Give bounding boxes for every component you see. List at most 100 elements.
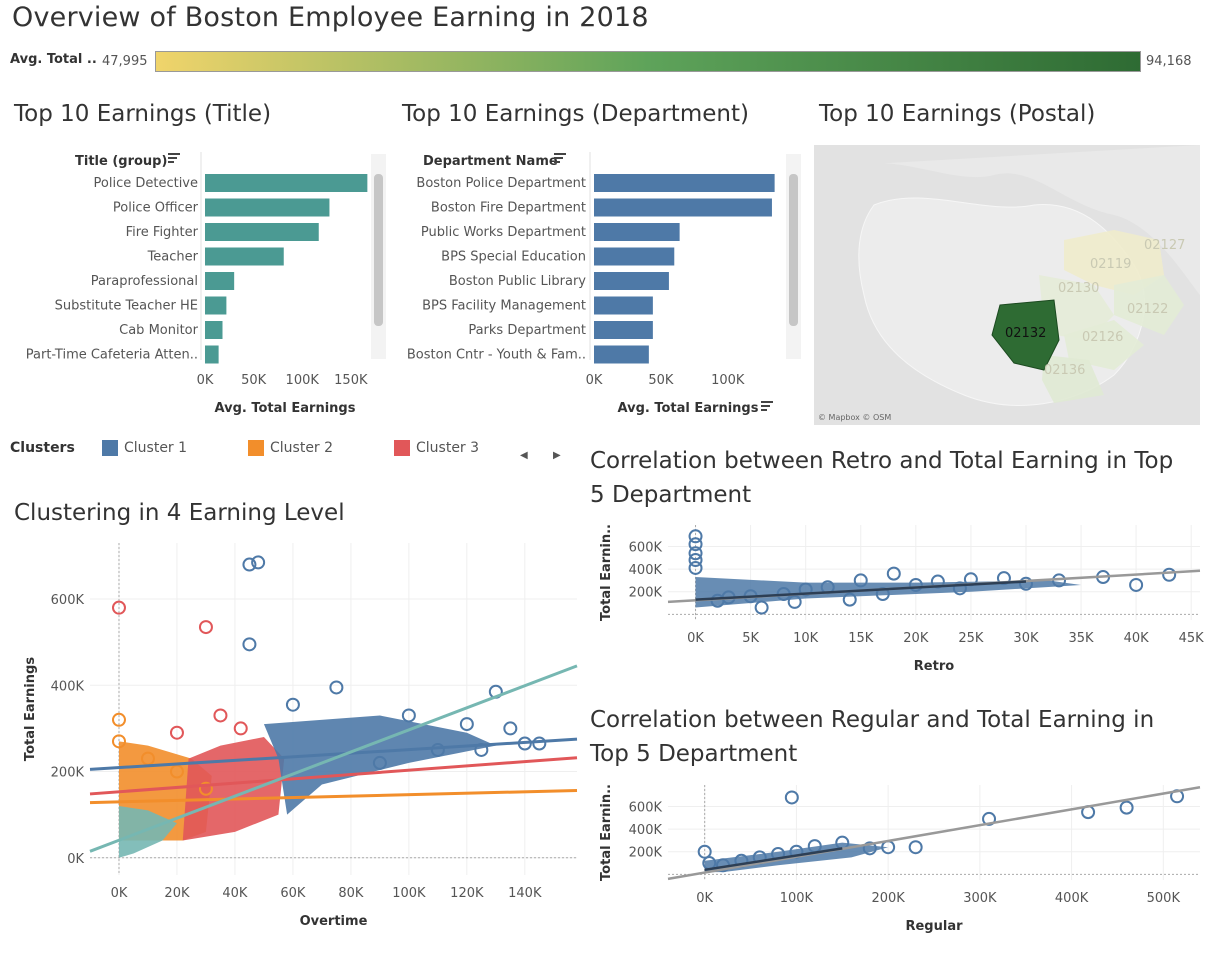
postal-label: 02136 <box>1044 363 1085 378</box>
bar-category-label: Boston Public Library <box>449 274 586 289</box>
bar-category-label: Parks Department <box>468 323 586 338</box>
x-tick-label: 40K <box>222 886 248 901</box>
legend-prev-button[interactable]: ◀ <box>520 450 528 461</box>
bar-category-label: Part-Time Cafeteria Atten.. <box>26 348 198 363</box>
map-postal-02130 <box>1039 275 1114 340</box>
x-tick-label: 100K <box>780 891 814 906</box>
data-point <box>233 721 248 736</box>
bar <box>205 174 368 192</box>
data-point <box>688 560 703 575</box>
trend-line <box>89 737 578 771</box>
cluster-2-label: Cluster 2 <box>270 440 334 456</box>
data-point <box>798 582 813 597</box>
y-tick-label: 200K <box>629 846 663 861</box>
data-point <box>111 712 126 727</box>
data-point <box>1162 567 1177 582</box>
data-point <box>198 781 213 796</box>
data-point <box>688 546 703 561</box>
map-postal-02122 <box>1114 275 1184 335</box>
data-point <box>242 637 257 652</box>
regular-chart-heading: Correlation between Regular and Total Ea… <box>590 707 1155 767</box>
data-point <box>242 557 257 572</box>
legend-next-button[interactable]: ▶ <box>553 450 561 461</box>
trend-line-dark <box>695 580 1027 601</box>
data-point <box>372 755 387 770</box>
data-point <box>169 725 184 740</box>
bar-category-label: Cab Monitor <box>119 323 198 338</box>
data-point <box>329 680 344 695</box>
bar-chart-header: Title (group) <box>75 154 167 169</box>
color-legend-label: Avg. Total .. <box>10 52 97 67</box>
x-tick-label: 5K <box>742 631 759 646</box>
data-point <box>952 581 967 596</box>
bar <box>205 345 219 364</box>
map-postal-02132[interactable] <box>991 299 1060 371</box>
bar <box>205 198 330 217</box>
bar <box>205 296 227 315</box>
y-tick-label: 400K <box>629 563 663 578</box>
data-point <box>198 620 213 635</box>
data-point <box>111 734 126 749</box>
data-point <box>875 586 890 601</box>
data-point <box>213 708 228 723</box>
data-point <box>169 764 184 779</box>
bar-category-label: Police Officer <box>113 201 199 216</box>
bar <box>594 321 653 339</box>
cluster-2-swatch <box>248 440 264 456</box>
bar <box>594 174 775 192</box>
x-tick-label: 0K <box>111 886 128 901</box>
data-point <box>503 721 518 736</box>
y-tick-label: 600K <box>51 593 85 608</box>
dept-bar-chart: Department Name Boston Police Department B… <box>407 152 801 416</box>
data-point <box>688 537 703 552</box>
data-point <box>754 600 769 615</box>
cluster-3-mass <box>182 737 285 841</box>
bar-category-label: Paraprofessional <box>91 274 198 289</box>
data-point <box>688 529 703 544</box>
postal-label: 02126 <box>1082 330 1123 345</box>
bar <box>594 247 675 266</box>
bar-category-label: Fire Fighter <box>126 225 199 240</box>
data-point <box>401 708 416 723</box>
retro-chart-heading: Correlation between Retro and Total Earn… <box>590 448 1174 508</box>
x-tick-label: 300K <box>963 891 997 906</box>
cluster-1-mass <box>263 715 496 815</box>
map-postal-02126 <box>1064 320 1144 370</box>
x-tick-label: 20K <box>164 886 190 901</box>
trend-line <box>89 756 578 796</box>
data-point <box>853 573 868 588</box>
x-tick-label: 100K <box>286 373 320 388</box>
postal-map[interactable]: 02127 02119 02130 02122 02126 02136 0213… <box>814 145 1200 425</box>
map-attribution: © Mapbox © OSM <box>818 413 891 422</box>
y-tick-label: 400K <box>51 679 85 694</box>
x-tick-label: 50K <box>648 373 674 388</box>
data-point <box>710 593 725 608</box>
data-point <box>459 717 474 732</box>
clusters-legend-label: Clusters <box>10 440 75 456</box>
postal-label-highlight: 02132 <box>1005 326 1046 341</box>
x-tick-label: 20K <box>903 631 929 646</box>
cluster-3-swatch <box>394 440 410 456</box>
regular-scatter-chart: 0K 100K 200K 300K 400K 500K 200K 400K 600K Regula… <box>599 784 1201 934</box>
bar <box>594 296 653 315</box>
x-axis-label: Retro <box>914 659 954 674</box>
y-tick-label: 200K <box>629 586 663 601</box>
bar-category-label: Public Works Department <box>421 225 586 240</box>
dept-chart-heading: Top 10 Earnings (Department) <box>402 101 749 127</box>
cluster-3-label: Cluster 3 <box>416 440 480 456</box>
data-point <box>532 736 547 751</box>
y-tick-label: 600K <box>629 540 663 555</box>
x-tick-label: 100K <box>392 886 426 901</box>
y-axis-label: Total Earnin.. <box>599 784 614 881</box>
bar-category-label: BPS Facility Management <box>422 299 586 314</box>
x-axis-label: Avg. Total Earnings <box>215 401 356 416</box>
data-point <box>908 577 923 592</box>
x-tick-label: 80K <box>338 886 364 901</box>
trend-line <box>89 664 578 853</box>
bar-category-label: Teacher <box>147 250 199 265</box>
data-point <box>251 555 266 570</box>
data-point <box>285 697 300 712</box>
x-tick-label: 120K <box>450 886 484 901</box>
map-postal-02119 <box>1064 230 1164 295</box>
data-point <box>886 566 901 581</box>
